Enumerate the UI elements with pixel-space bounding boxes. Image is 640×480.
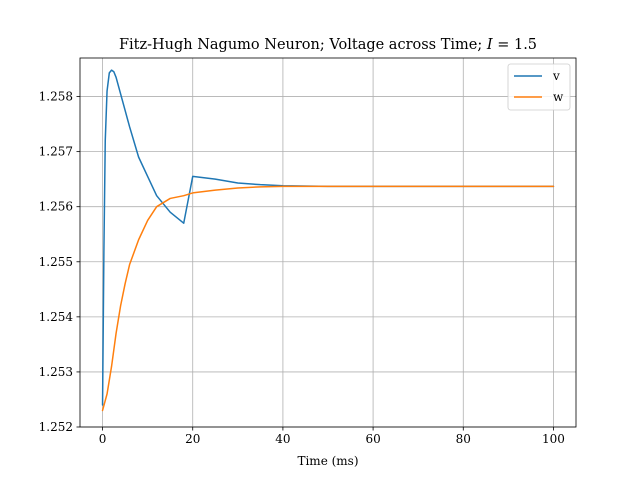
series-line-w	[101, 185, 555, 412]
y-tick-label: 1.257	[39, 145, 73, 159]
legend: vw	[507, 63, 571, 111]
y-tick-label: 1.252	[39, 420, 73, 434]
plot-frame	[79, 57, 577, 428]
x-tick-label: 20	[185, 432, 200, 446]
series-layer	[101, 69, 555, 412]
series-line-v	[101, 69, 555, 406]
y-tick-label: 1.253	[39, 365, 73, 379]
x-tick-label: 100	[542, 432, 565, 446]
y-tick-label: 1.255	[39, 255, 73, 269]
x-tick-label: 60	[365, 432, 380, 446]
x-tick-label: 40	[275, 432, 290, 446]
x-tick-label: 0	[99, 432, 107, 446]
chart-title: Fitz-Hugh Nagumo Neuron; Voltage across …	[119, 37, 537, 53]
tick-layer: 0 20 40 60 80 100 1.252 1.253 1.254 1.255 1.256 1.2…	[39, 90, 565, 446]
legend-label-v: v	[552, 69, 560, 83]
x-tick-label: 80	[456, 432, 471, 446]
y-tick-label: 1.254	[39, 310, 74, 324]
grid	[80, 58, 576, 428]
y-tick-label: 1.256	[39, 200, 73, 214]
y-tick-label: 1.258	[39, 90, 73, 104]
x-axis-label: Time (ms)	[297, 454, 358, 468]
legend-label-w: w	[553, 90, 564, 104]
